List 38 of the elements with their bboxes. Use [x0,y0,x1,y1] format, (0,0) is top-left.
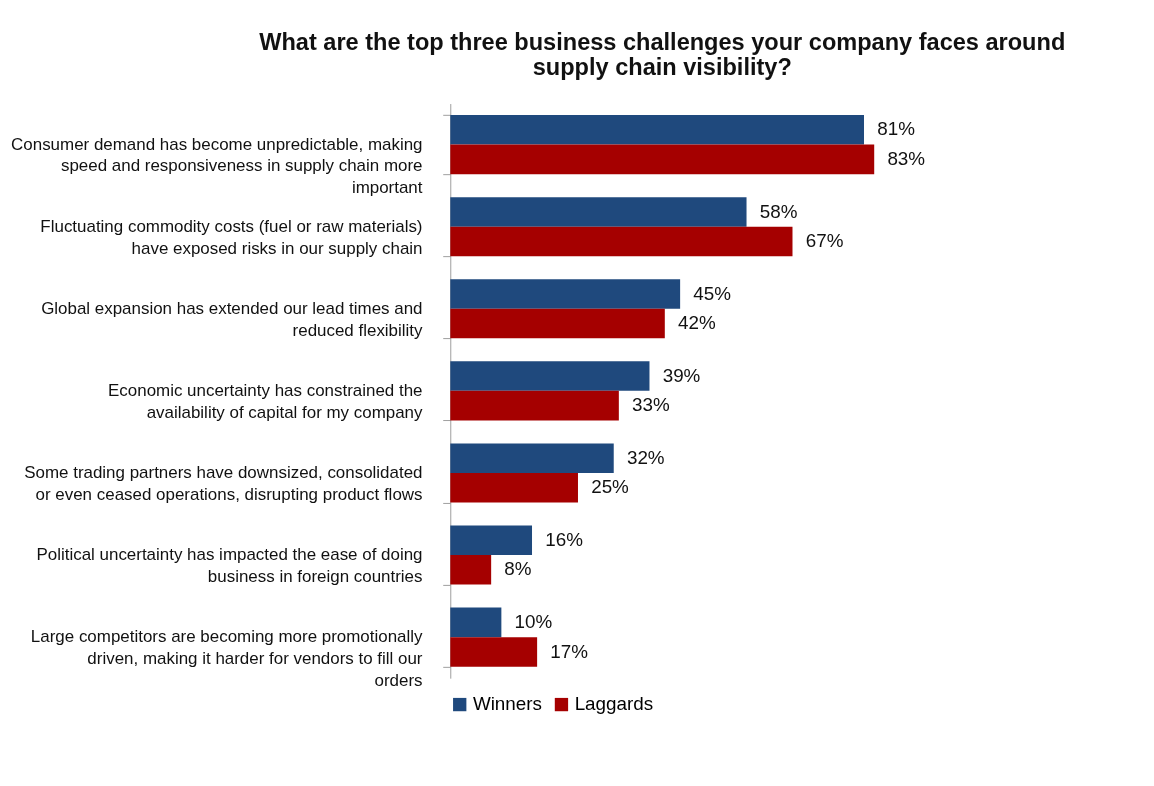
data-label: 45% [693,282,732,304]
bar [450,443,614,473]
y-tick-label: Large competitors are becoming more promotionally driven, making it harder for vendors to fill our orders [30,627,424,690]
bar [450,525,533,556]
y-tick-label: Economic uncertainty has constrained the availability of capital for my company [108,381,424,422]
data-label: 16% [545,528,584,550]
chart-title: What are the top three business challenges your company faces around supply chain visibility? [259,28,1066,81]
bar [450,637,538,667]
bar [450,472,578,503]
data-label: 32% [626,446,665,468]
legend-label: Laggards [574,693,654,715]
data-label: 83% [887,148,926,170]
y-tick-label: Global expansion has extended our lead times and reduced flexibility [41,298,424,340]
data-label: 17% [550,640,589,662]
y-tick-label: Consumer demand has become unpredictable, making speed and responsiveness in supply chain more important [11,134,423,198]
bar [450,308,665,339]
bar [450,197,747,227]
bar [450,555,492,585]
y-tick-label: Some trading partners have downsized, consolidated or even ceased operations, disrupting product flows [24,463,423,504]
bar [450,361,650,391]
data-label: 81% [877,118,916,140]
bar [450,226,793,257]
legend-label: Winners [472,693,542,715]
bar [450,390,619,421]
data-label: 42% [678,312,716,334]
data-label: 33% [632,394,670,416]
bar [450,607,502,638]
y-tick-label: Political uncertainty has impacted the ease of doing business in foreign countries [36,545,423,586]
data-label: 58% [759,200,798,222]
bar [450,279,681,309]
data-label: 39% [662,364,701,386]
bar [450,115,864,145]
y-tick-label: Fluctuating commodity costs (fuel or raw materials) have exposed risks in our supply chain [40,216,423,258]
bar [450,144,875,175]
data-label: 67% [805,230,844,252]
data-label: 25% [591,476,630,498]
data-label: 10% [514,611,553,633]
data-label: 8% [504,558,532,580]
